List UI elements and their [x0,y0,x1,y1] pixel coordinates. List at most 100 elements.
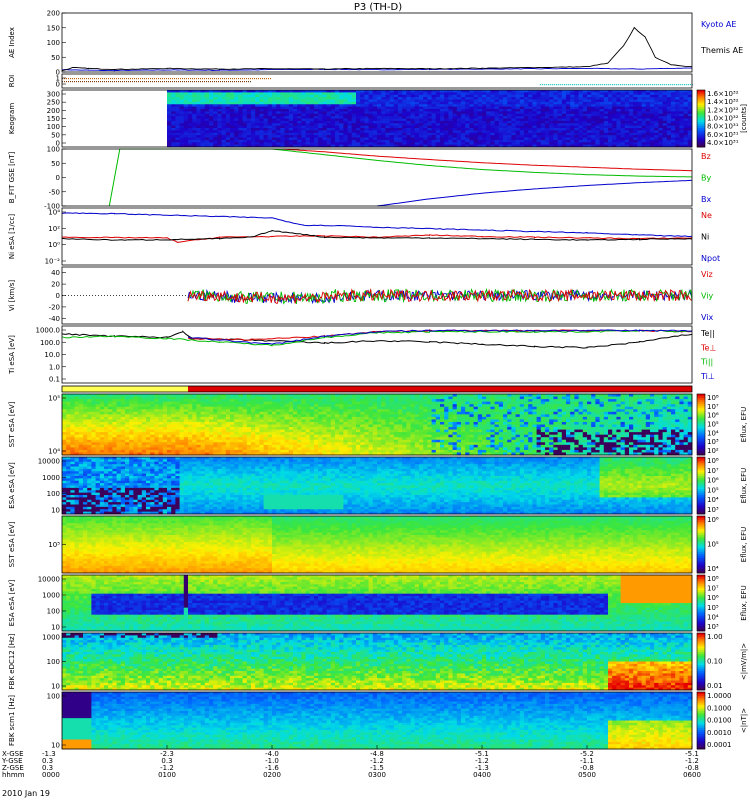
heatmap-cell [537,138,542,141]
heatmap-cell [474,135,479,138]
heatmap-cell [201,394,206,397]
heatmap-cell [259,427,264,430]
heatmap-cell [444,128,449,131]
heatmap-cell [192,104,197,107]
heatmap-cell [163,397,168,400]
heatmap-cell [335,130,340,133]
heatmap-cell [348,121,353,124]
heatmap-cell [188,100,193,103]
heatmap-cell [192,121,197,124]
heatmap-cell [591,128,596,131]
heatmap-cell [650,138,655,141]
heatmap-cell [276,407,281,410]
heatmap-cell [171,92,176,95]
heatmap-cell [213,397,218,400]
heatmap-cell [268,427,273,430]
heatmap-cell [574,95,579,98]
heatmap-cell [478,107,483,110]
heatmap-cell [213,440,218,443]
heatmap-cell [167,394,172,397]
heatmap-cell [528,104,533,107]
heatmap-cell [301,445,306,448]
heatmap-cell [461,123,466,126]
heatmap-cell [209,142,214,145]
heatmap-cell [251,419,256,422]
heatmap-cell [222,126,227,129]
heatmap-cell [112,427,117,430]
heatmap-cell [83,437,88,440]
heatmap-cell [117,447,122,450]
heatmap-cell [112,404,117,407]
heatmap-cell [196,409,201,412]
heatmap-cell [230,422,235,425]
heatmap-cell [516,142,521,145]
roi-dot [622,84,623,85]
heatmap-cell [243,109,248,112]
heatmap-cell [528,140,533,143]
heatmap-cell [104,399,109,402]
roi-dot [682,84,683,85]
heatmap-cell [301,97,306,100]
heatmap-cell [217,409,222,412]
heatmap-cell [285,109,290,112]
heatmap-cell [142,427,147,430]
heatmap-cell [87,414,92,417]
heatmap-cell [125,442,130,445]
heatmap-cell [306,394,311,397]
heatmap-cell [133,394,138,397]
heatmap-cell [96,404,101,407]
heatmap-cell [587,107,592,110]
heatmap-cell [268,138,273,141]
heatmap-cell [306,90,311,93]
heatmap-cell [583,119,588,122]
heatmap-cell [524,104,529,107]
heatmap-cell [276,95,281,98]
heatmap-cell [423,104,428,107]
heatmap-cell [180,442,185,445]
heatmap-cell [499,135,504,138]
heatmap-cell [205,419,210,422]
roi-dot [608,84,609,85]
heatmap-cell [238,104,243,107]
heatmap-cell [180,114,185,117]
heatmap-cell [390,121,395,124]
heatmap-cell [629,119,634,122]
heatmap-cell [280,445,285,448]
heatmap-cell [348,90,353,93]
heatmap-cell [150,414,155,417]
heatmap-cell [318,142,323,145]
heatmap-cell [629,90,634,93]
heatmap-cell [675,92,680,95]
heatmap-cell [570,126,575,129]
heatmap-cell [684,121,689,124]
heatmap-cell [553,133,558,136]
heatmap-cell [167,417,172,420]
heatmap-cell [255,121,260,124]
roi-dot [160,78,161,79]
heatmap-cell [171,447,176,450]
heatmap-cell [285,102,290,105]
panel-sst-e: 10⁸10⁷10⁶10⁵10⁴10³10²Eflux, EFU10⁵10⁴SST… [8,394,748,456]
heatmap-cell [217,109,222,112]
heatmap-cell [184,442,189,445]
heatmap-cell [310,417,315,420]
heatmap-cell [423,135,428,138]
heatmap-cell [348,95,353,98]
heatmap-cell [642,95,647,98]
heatmap-cell [264,412,269,415]
heatmap-cell [217,442,222,445]
heatmap-cell [574,119,579,122]
roi-dot [166,78,167,79]
heatmap-cell [289,445,294,448]
heatmap-cell [457,135,462,138]
heatmap-cell [566,121,571,124]
heatmap-cell [465,133,470,136]
heatmap-cell [213,445,218,448]
heatmap-cell [377,116,382,119]
heatmap-cell [419,135,424,138]
heatmap-cell [280,440,285,443]
heatmap-cell [574,116,579,119]
heatmap-cell [637,140,642,143]
heatmap-cell [83,407,88,410]
heatmap-cell [612,128,617,131]
